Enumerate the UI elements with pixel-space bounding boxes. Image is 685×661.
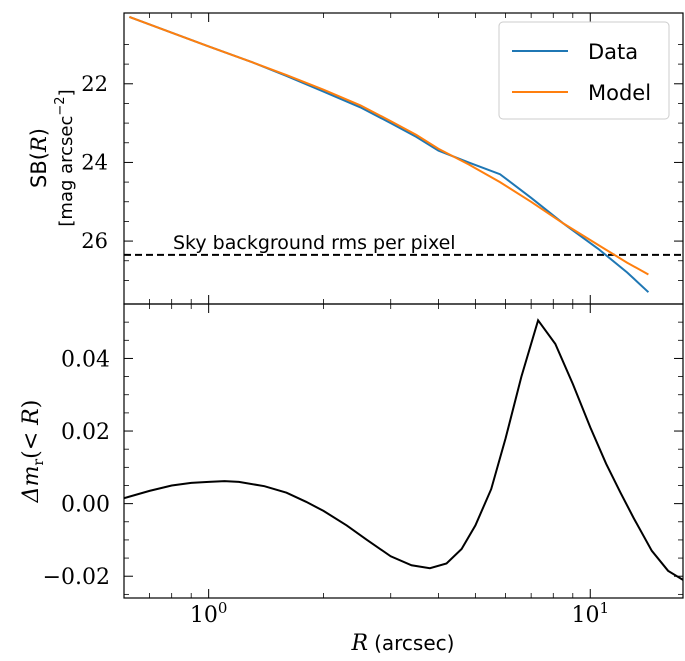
- bottom-panel-frame: [123, 303, 684, 599]
- top-y-tick-label: 22: [81, 72, 108, 96]
- bottom-panel: −0.02 0.00 0.02 0.04 100 101 Δmr(< R) R (arcs…: [19, 303, 684, 656]
- legend-label-data: Data: [588, 40, 638, 64]
- bottom-x-tick-labels: 100 101: [190, 599, 609, 628]
- svg-text:SB(R): SB(R): [27, 128, 51, 188]
- legend-frame: [498, 21, 670, 120]
- top-y-axis-label: SB(R) [mag arcsec−2]: [27, 89, 77, 226]
- bottom-y-tick-label: 0.04: [61, 347, 110, 372]
- x-tick-label: 101: [571, 599, 609, 628]
- x-axis-label: R (arcsec): [351, 631, 455, 656]
- svg-text:[mag arcsec−2]: [mag arcsec−2]: [53, 89, 77, 226]
- top-y-tick-label: 24: [81, 150, 108, 174]
- top-y-tick-labels: 22 24 26: [81, 72, 108, 253]
- series-line-delta-mr: [124, 318, 683, 581]
- legend-label-model: Model: [588, 81, 651, 105]
- bottom-y-tick-label: 0.00: [61, 493, 110, 518]
- top-panel: 22 24 26 Sky background rms per pixel Data…: [27, 12, 684, 305]
- x-tick-label: 100: [190, 599, 228, 628]
- sky-background-label: Sky background rms per pixel: [173, 232, 456, 254]
- bottom-y-tick-label: −0.02: [43, 565, 110, 590]
- bottom-y-tick-labels: −0.02 0.00 0.02 0.04: [43, 347, 110, 590]
- legend: Data Model: [498, 21, 670, 120]
- top-y-tick-label: 26: [81, 229, 108, 253]
- bottom-ticks: [123, 304, 683, 598]
- series-line-model: [129, 15, 649, 276]
- top-ticks: [123, 13, 683, 304]
- bottom-y-tick-label: 0.02: [61, 420, 110, 445]
- bottom-y-axis-label: Δmr(< R): [19, 400, 47, 504]
